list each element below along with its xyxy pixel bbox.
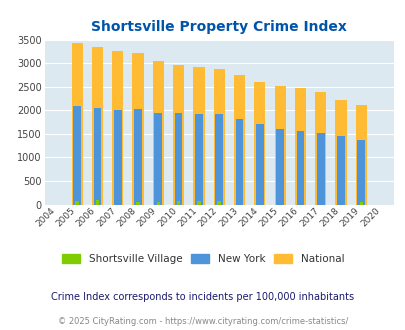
Bar (154, 113, 162, 205)
Bar (215, 114, 223, 205)
Bar (235, 119, 243, 205)
Text: © 2025 CityRating.com - https://www.cityrating.com/crime-statistics/: © 2025 CityRating.com - https://www.city… (58, 317, 347, 326)
Bar (274, 86, 285, 205)
Bar (71, 43, 83, 205)
Bar (316, 133, 324, 205)
Bar (132, 53, 143, 205)
Bar (136, 202, 139, 205)
Legend: Shortsville Village, New York, National: Shortsville Village, New York, National (58, 250, 347, 267)
Bar (112, 51, 123, 205)
Bar (335, 100, 346, 205)
Bar (93, 108, 101, 205)
Bar (156, 202, 160, 205)
Bar (254, 82, 265, 205)
Bar (296, 131, 304, 205)
Bar (217, 201, 220, 205)
Bar (195, 114, 202, 205)
Bar (96, 200, 99, 205)
Bar (233, 75, 245, 205)
Bar (294, 88, 305, 205)
Bar (113, 110, 121, 205)
Bar (173, 65, 184, 205)
Bar (275, 129, 284, 205)
Bar (134, 109, 142, 205)
Bar (193, 67, 204, 205)
Bar (255, 123, 263, 205)
Bar (73, 106, 81, 205)
Bar (314, 92, 326, 205)
Bar (355, 105, 366, 205)
Bar (213, 69, 224, 205)
Text: Crime Index corresponds to incidents per 100,000 inhabitants: Crime Index corresponds to incidents per… (51, 292, 354, 302)
Bar (336, 136, 344, 205)
Bar (92, 47, 103, 205)
Bar (359, 202, 362, 205)
Bar (177, 201, 180, 205)
Bar (357, 140, 364, 205)
Bar (152, 61, 164, 205)
Bar (174, 113, 182, 205)
Bar (75, 201, 79, 205)
Bar (197, 201, 200, 205)
Title: Shortsville Property Crime Index: Shortsville Property Crime Index (91, 20, 346, 34)
